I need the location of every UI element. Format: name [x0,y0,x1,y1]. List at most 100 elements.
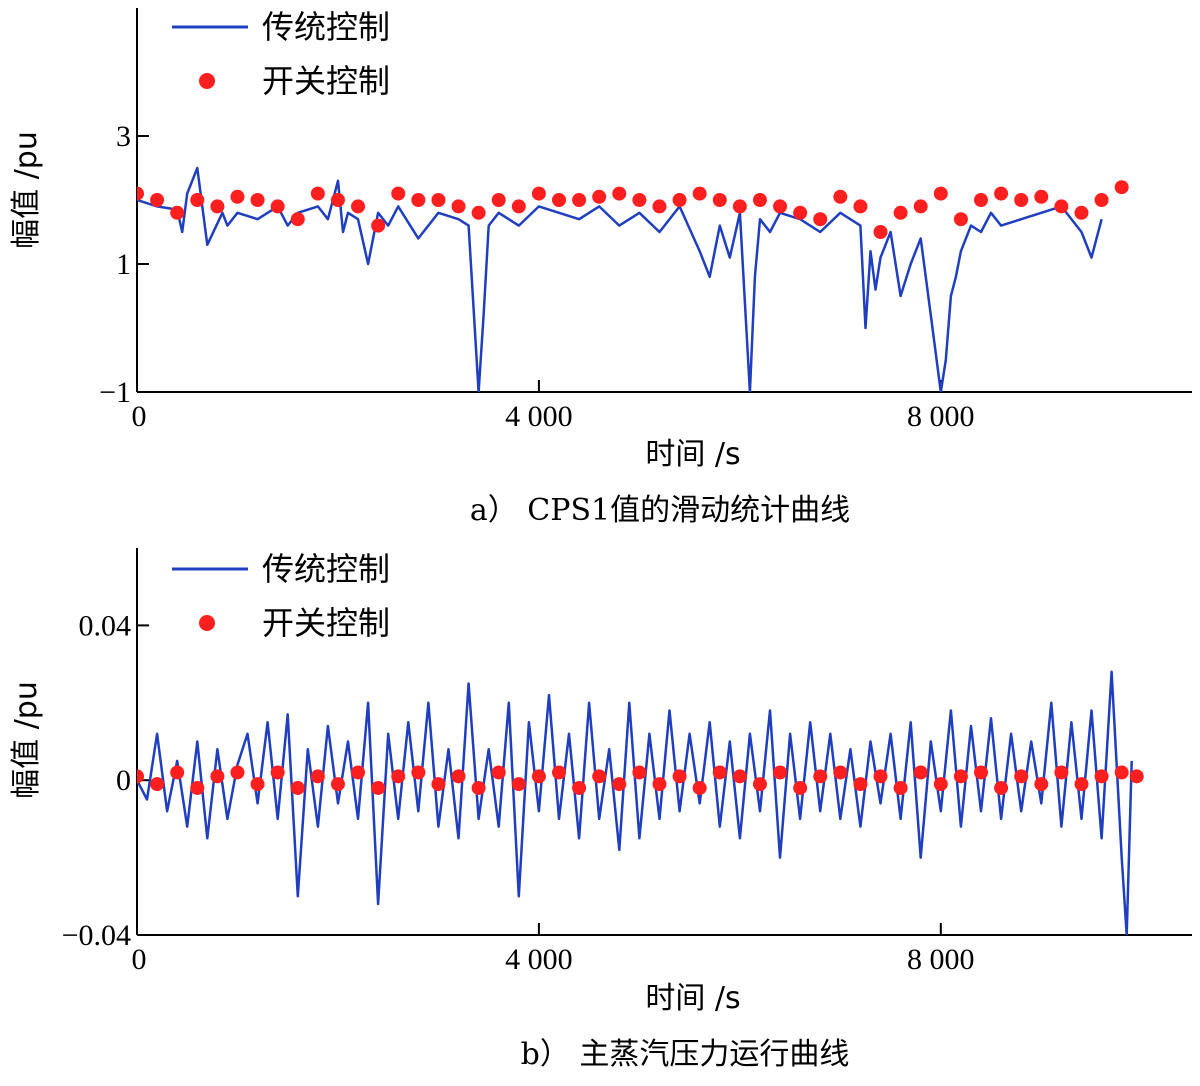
series-point-switching-a [250,193,265,207]
series-point-switching-a [290,212,305,227]
legend-swatch-switching-b [199,615,215,631]
series-point-switching-a [471,205,486,220]
series-point-switching-a [1054,199,1069,214]
series-point-switching-b [290,780,305,795]
y-tick-label-a: −1 [99,376,131,409]
series-line-traditional-b [137,670,1133,935]
series-point-switching-b [351,765,366,780]
series-point-switching-a [451,199,466,214]
series-point-switching-b [250,777,265,792]
series-point-switching-b [431,777,446,792]
series-point-switching-b [1074,777,1089,792]
series-point-switching-b [913,765,928,780]
series-point-switching-b [1034,777,1049,792]
series-point-switching-a [190,193,205,207]
series-point-switching-a [491,193,506,207]
series-point-switching-a [531,186,546,201]
series-point-switching-a [391,186,406,201]
series-point-switching-a [270,199,285,214]
caption-b: b） 主蒸汽压力运行曲线 [521,1037,850,1072]
series-point-switching-b [672,769,687,784]
y-tick-label-a: 3 [116,120,131,153]
y-tick-label-a: 1 [116,248,131,281]
series-point-switching-b [712,765,727,780]
series-point-switching-b [531,769,546,784]
series-point-switching-b [632,765,647,780]
series-point-switching-b [210,769,225,784]
series-point-switching-b [752,777,767,792]
x-axis-title-a: 时间 /s [645,437,740,472]
x-tick-label-a: 8 000 [907,400,975,433]
legend-label-traditional-a: 传统控制 [262,8,390,46]
plot-area-a: 0 4 000 8 000 −1 1 3 [99,8,1192,433]
series-point-switching-a [592,189,607,204]
series-point-switching-a [712,193,727,207]
chart-panel-a: 0 4 000 8 000 −1 1 3 a） CPS1值的滑动统计曲线 时间 /s 幅值… [9,8,1192,528]
series-point-switching-b [1014,769,1029,784]
y-tick-label-b: 0 [116,764,131,797]
series-point-switching-b [974,765,988,780]
series-point-switching-a [853,199,868,214]
x-tick-label-b: 4 000 [505,943,573,976]
series-point-switching-b [451,769,466,784]
series-point-switching-b [411,765,426,780]
series-point-switching-b [893,780,908,795]
series-point-switching-b [692,780,707,795]
series-point-switching-a [230,189,245,204]
series-point-switching-a [351,199,366,214]
series-point-switching-a [137,186,144,201]
series-point-switching-a [913,199,928,214]
series-point-switching-b [933,777,948,792]
series-point-switching-a [210,199,225,214]
x-tick-label-b: 8 000 [907,943,975,976]
series-point-switching-a [773,199,788,214]
x-axis-title-b: 时间 /s [645,981,740,1016]
series-point-switching-a [330,193,345,207]
series-point-switching-b [833,765,848,780]
x-tick-label-a: 0 [132,400,147,433]
series-point-switching-a [1094,193,1109,207]
series-point-switching-a [150,193,165,207]
series-point-switching-a [371,218,386,233]
series-point-switching-b [813,769,828,784]
legend-label-switching-a: 开关控制 [262,62,390,100]
series-point-switching-b [652,777,667,792]
series-point-switching-b [391,769,406,784]
series-point-switching-b [732,769,747,784]
y-tick-label-b: 0.04 [79,609,132,642]
series-point-switching-a [572,193,587,207]
series-point-switching-a [732,199,747,214]
series-point-switching-b [853,777,868,792]
series-point-switching-b [612,777,627,792]
legend-swatch-switching-a [199,73,215,89]
series-point-switching-b [471,780,486,795]
series-point-switching-a [672,193,687,207]
x-tick-label-b: 0 [132,943,147,976]
series-point-switching-b [592,769,607,784]
series-point-switching-b [1114,765,1129,780]
series-point-switching-b [1129,769,1144,784]
series-point-switching-b [190,780,205,795]
series-point-switching-a [170,205,185,220]
series-point-switching-a [994,186,1009,201]
x-tick-label-a: 4 000 [505,400,573,433]
series-point-switching-a [511,199,526,214]
series-point-switching-b [1094,769,1109,784]
series-point-switching-a [833,189,848,204]
series-point-switching-a [974,193,988,207]
series-point-switching-b [1054,765,1069,780]
series-point-switching-b [270,765,285,780]
series-point-switching-a [612,186,627,201]
series-point-switching-b [170,765,185,780]
series-point-switching-b [994,780,1009,795]
series-point-switching-a [1034,189,1049,204]
series-point-switching-b [793,780,808,795]
y-tick-label-b: −0.04 [62,919,131,952]
series-point-switching-a [411,193,426,207]
series-point-switching-b [953,769,968,784]
series-point-switching-a [1074,205,1089,220]
series-point-switching-b [371,780,386,795]
